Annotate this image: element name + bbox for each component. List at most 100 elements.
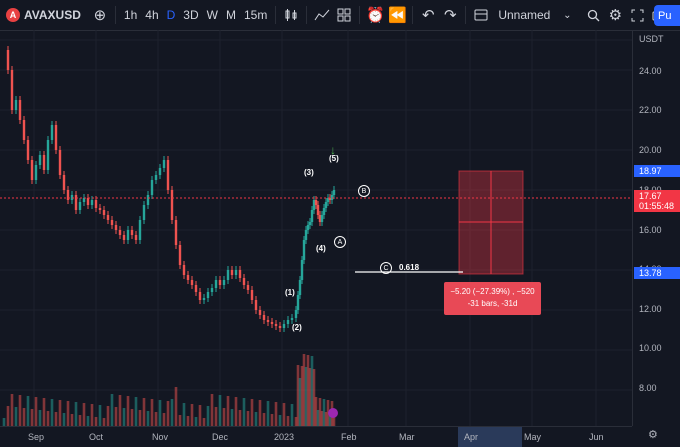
- interval-m[interactable]: M: [225, 8, 236, 22]
- candle-body: [242, 278, 246, 285]
- volume-bar: [10, 394, 14, 426]
- interval-1h[interactable]: 1h: [123, 8, 138, 22]
- arrow-down-icon: ↓: [330, 143, 336, 157]
- candle-body: [286, 320, 290, 324]
- redo-icon[interactable]: ↷: [444, 7, 457, 24]
- interval-4h[interactable]: 4h: [145, 8, 159, 22]
- volume-bar: [230, 409, 234, 426]
- volume-bar: [158, 400, 162, 426]
- layout-icon[interactable]: [470, 0, 492, 30]
- volume-bar: [308, 368, 312, 426]
- candle-body: [198, 292, 202, 300]
- wave-label-a[interactable]: A: [334, 236, 346, 248]
- wave-label-c[interactable]: C: [380, 262, 392, 274]
- currency-label[interactable]: USDT: [639, 34, 664, 44]
- volume-bar: [14, 407, 18, 426]
- divider: [359, 6, 361, 24]
- search-icon[interactable]: [582, 0, 604, 30]
- candle-body: [312, 200, 316, 210]
- volume-bar: [190, 404, 194, 426]
- chart-settings-icon[interactable]: ⚙: [648, 429, 658, 441]
- replay-icon[interactable]: ⏪: [387, 7, 407, 24]
- candle-body: [326, 198, 330, 202]
- volume-bar: [170, 399, 174, 426]
- candle-body: [270, 322, 274, 324]
- candle-body: [162, 160, 166, 168]
- candle-body: [238, 270, 242, 278]
- candle-body: [30, 160, 34, 180]
- volume-bar: [186, 416, 190, 426]
- volume-bar: [312, 369, 316, 426]
- price-tag-last: 17.67 01:55:48: [634, 190, 680, 212]
- volume-bar: [86, 416, 90, 426]
- interval-15m[interactable]: 15m: [243, 8, 268, 22]
- time-axis[interactable]: Sep Oct Nov Dec 2023 Feb Mar Apr May Jun: [0, 426, 632, 447]
- interval-w[interactable]: W: [206, 8, 218, 22]
- templates-icon[interactable]: [333, 0, 355, 30]
- candle-body: [214, 280, 218, 288]
- gear-icon[interactable]: ⚙: [608, 7, 623, 24]
- divider: [465, 6, 467, 24]
- candles-icon[interactable]: [280, 0, 302, 30]
- wave-label-5[interactable]: (5): [329, 154, 339, 163]
- candle-body: [294, 310, 298, 318]
- volume-bar: [150, 399, 154, 426]
- price-axis[interactable]: USDT 24.00 22.00 20.00 18.00 16.00 14.00…: [632, 30, 680, 426]
- wave-label-2[interactable]: (2): [292, 323, 302, 332]
- volume-bar: [106, 406, 110, 426]
- candle-body: [34, 165, 38, 180]
- undo-icon[interactable]: ↶: [422, 7, 435, 24]
- volume-bar: [118, 395, 122, 426]
- publish-button[interactable]: Pu: [654, 5, 680, 26]
- price-tick: 12.00: [639, 304, 662, 314]
- time-tick: Jun: [589, 432, 604, 442]
- volume-bar: [102, 418, 106, 426]
- fib-level-label[interactable]: 0.618: [399, 263, 420, 272]
- candle-body: [320, 215, 324, 222]
- candle-body: [258, 310, 262, 315]
- interval-d[interactable]: D: [166, 8, 176, 22]
- plus-circle-icon[interactable]: ⊕: [93, 7, 107, 24]
- wave-label-3[interactable]: (3): [304, 168, 314, 177]
- wave-label-4[interactable]: (4): [316, 244, 326, 253]
- candle-body: [310, 210, 314, 222]
- indicators-icon[interactable]: [311, 0, 333, 30]
- volume-bar: [62, 413, 66, 426]
- measure-tooltip: −5.20 (−27.39%) , −520 -31 bars, -31d: [444, 282, 541, 315]
- volume-bar: [332, 414, 336, 426]
- volume-bar: [166, 401, 170, 426]
- candle-body: [306, 225, 310, 230]
- volume-bar: [154, 412, 158, 426]
- layout-name[interactable]: Unnamed: [498, 8, 551, 22]
- fullscreen-icon[interactable]: [626, 0, 648, 30]
- candle-body: [322, 208, 326, 215]
- volume-bar: [110, 394, 114, 426]
- candle-body: [42, 155, 46, 170]
- alert-icon[interactable]: ⏰: [365, 7, 385, 24]
- volume-bar: [198, 405, 202, 426]
- candle-body: [150, 180, 154, 195]
- candle-body: [58, 150, 62, 175]
- candle-body: [6, 50, 10, 70]
- wave-label-b[interactable]: B: [358, 185, 370, 197]
- candle-body: [186, 275, 190, 280]
- candle-body: [296, 295, 300, 310]
- volume-bar: [122, 408, 126, 426]
- time-tick: Nov: [152, 432, 169, 442]
- volume-bar: [54, 412, 58, 426]
- symbol-search[interactable]: AVAXUSD: [24, 8, 81, 22]
- volume-bar: [130, 409, 134, 426]
- candle-body: [266, 320, 270, 322]
- candle-body: [46, 140, 50, 170]
- divider: [275, 6, 277, 24]
- volume-bar: [18, 395, 22, 426]
- price-chart[interactable]: [0, 30, 632, 426]
- chevron-down-icon[interactable]: ⌄: [563, 9, 572, 21]
- volume-bar: [58, 400, 62, 426]
- candle-body: [278, 326, 282, 328]
- volume-bar: [2, 418, 6, 426]
- volume-bar: [210, 394, 214, 426]
- interval-3d[interactable]: 3D: [183, 8, 199, 22]
- candle-body: [332, 190, 336, 195]
- wave-label-1[interactable]: (1): [285, 288, 295, 297]
